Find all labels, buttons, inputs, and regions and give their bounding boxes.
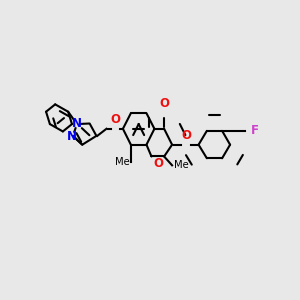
Text: O: O [159, 97, 169, 110]
Text: N: N [67, 130, 77, 143]
Text: Me: Me [115, 157, 129, 167]
Text: Me: Me [174, 160, 188, 170]
Text: N: N [72, 117, 82, 130]
Text: O: O [110, 113, 121, 126]
Text: O: O [154, 158, 164, 170]
Text: O: O [181, 129, 191, 142]
Text: F: F [251, 124, 259, 137]
